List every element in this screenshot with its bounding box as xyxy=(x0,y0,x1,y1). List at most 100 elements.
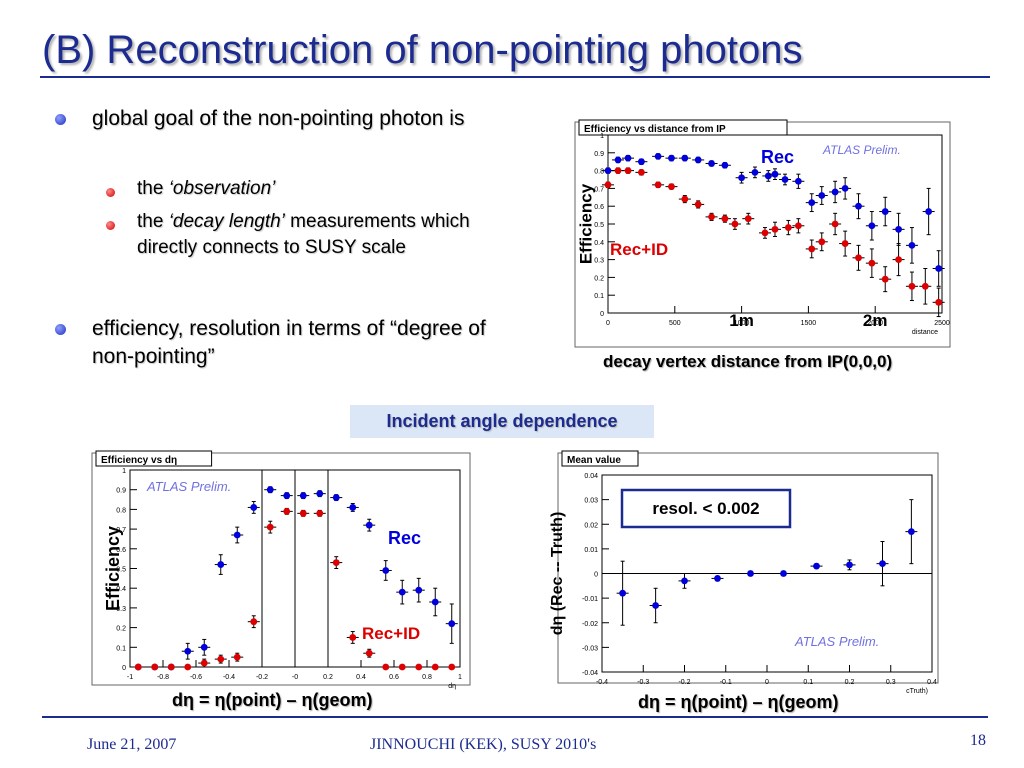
x-tick-label: -0.2 xyxy=(678,679,690,686)
y-tick-label: -0.04 xyxy=(582,670,598,677)
sub-bullet-2-suffix: measurements which directly connects to … xyxy=(137,211,470,258)
annotation-recid: Rec+ID xyxy=(610,240,668,259)
page-number: 18 xyxy=(970,732,986,749)
y-tick-label: 0.01 xyxy=(584,547,598,554)
y-axis-label: Efficiency xyxy=(103,526,123,611)
data-point-rec-id xyxy=(638,168,645,176)
data-point-rec-id xyxy=(668,183,675,191)
footer-date: June 21, 2007 xyxy=(87,736,177,753)
x-tick-label: -0.1 xyxy=(720,679,732,686)
data-point-rec xyxy=(781,176,789,183)
caption-deta-right: dη = η(point) – η(geom) xyxy=(638,692,839,712)
chart-mean-value: Mean value -0.04 -0.03 -0.02 -0.01 0 0.01 0.02 0… xyxy=(549,450,939,695)
data-point-series xyxy=(780,570,787,577)
annotation-prelim: ATLAS Prelim. xyxy=(822,143,901,157)
y-tick-label: 0.5 xyxy=(594,222,604,229)
x-tick-label: 2000 xyxy=(867,320,883,327)
data-point-rec xyxy=(415,586,423,594)
data-point-series xyxy=(747,570,754,577)
data-point-rec-id xyxy=(895,256,902,263)
x-tick-label: -0.4 xyxy=(223,674,235,681)
x-tick-label: 0.1 xyxy=(803,679,813,686)
data-point-rec xyxy=(604,167,612,174)
data-point-rec-id xyxy=(184,663,192,671)
data-point-rec-id xyxy=(831,220,839,228)
data-point-rec xyxy=(200,643,208,651)
y-tick-label: 0.3 xyxy=(594,258,604,265)
annotation-rec: Rec xyxy=(761,147,794,167)
x-tick-label: 0.6 xyxy=(389,674,399,681)
chart-title: Mean value xyxy=(567,455,621,466)
annotation-m2: 2m xyxy=(863,311,888,330)
x-tick-label: -0.4 xyxy=(596,679,608,686)
y-tick-label: 0.9 xyxy=(116,488,126,495)
slide-title: (B) Reconstruction of non-pointing photo… xyxy=(42,28,803,72)
data-point-rec-id xyxy=(881,275,889,283)
data-point-rec-id xyxy=(431,663,439,671)
bullet-dot-2 xyxy=(55,324,66,335)
data-point-rec-id xyxy=(365,649,373,657)
x-tick-label: 0.4 xyxy=(927,679,937,686)
x-tick-label: -0.6 xyxy=(190,674,202,681)
data-point-series xyxy=(681,577,688,585)
bullet-1: global goal of the non-pointing photon i… xyxy=(92,107,465,130)
data-point-series xyxy=(813,562,820,570)
data-point-rec xyxy=(398,588,406,596)
data-point-rec-id xyxy=(721,215,729,223)
x-tick-label: 500 xyxy=(669,320,681,327)
data-point-rec-id xyxy=(708,213,715,221)
y-tick-label: 0.5 xyxy=(116,567,126,574)
y-tick-label: 0.4 xyxy=(594,240,604,247)
data-point-rec xyxy=(332,494,340,501)
x-tick-label: 0.2 xyxy=(323,674,333,681)
data-point-rec xyxy=(448,620,456,628)
x-tick-label: 1 xyxy=(458,674,462,681)
data-point-rec xyxy=(764,172,772,180)
data-point-rec-id xyxy=(134,663,142,671)
sub-bullet-dot-2 xyxy=(106,221,115,230)
y-tick-label: 0.1 xyxy=(116,645,126,652)
data-point-rec xyxy=(738,174,745,182)
data-point-series xyxy=(619,589,627,597)
data-point-rec xyxy=(881,208,889,215)
x-tick-label: -0.3 xyxy=(637,679,649,686)
caption-decay-vertex: decay vertex distance from IP(0,0,0) xyxy=(603,352,893,371)
data-point-rec xyxy=(794,177,802,185)
data-point-rec xyxy=(668,154,675,162)
incident-angle-badge: Incident angle dependence xyxy=(350,405,654,438)
data-point-rec-id xyxy=(731,220,739,228)
annotation-rec: Rec xyxy=(388,528,421,548)
x-axis-label: dη xyxy=(448,683,456,690)
data-point-rec-id xyxy=(349,634,357,641)
bullet-2: efficiency, resolution in terms of “degr… xyxy=(92,317,486,368)
data-point-rec xyxy=(908,241,916,249)
data-point-rec xyxy=(681,154,689,162)
data-point-rec xyxy=(654,152,662,160)
data-point-rec xyxy=(925,208,933,215)
annotation-recid: Rec+ID xyxy=(362,624,420,643)
y-tick-label: 0.3 xyxy=(116,606,126,613)
data-point-rec xyxy=(721,161,729,169)
footer-rule xyxy=(42,716,988,718)
data-point-rec xyxy=(895,225,902,233)
data-point-rec-id xyxy=(151,663,159,671)
y-tick-label: -0.02 xyxy=(582,621,598,628)
data-point-rec-id xyxy=(744,215,752,223)
data-point-rec-id xyxy=(266,523,274,531)
y-tick-label: 0 xyxy=(600,311,604,318)
data-point-rec-id xyxy=(624,167,632,174)
data-point-rec-id xyxy=(217,655,225,663)
data-point-rec-id xyxy=(694,201,702,208)
data-point-rec xyxy=(624,154,632,162)
chart-title: Efficiency vs dη xyxy=(101,455,177,466)
x-tick-label: 0.4 xyxy=(356,674,366,681)
y-tick-label: -0.01 xyxy=(582,596,598,603)
y-tick-label: 1 xyxy=(600,133,604,140)
bullet-dot-1 xyxy=(55,114,66,125)
caption-deta-left: dη = η(point) – η(geom) xyxy=(172,690,373,710)
chart-title-box: Mean value xyxy=(561,450,639,467)
data-point-rec xyxy=(614,156,622,164)
y-tick-label: 0 xyxy=(594,572,598,579)
chart-efficiency-vs-distance: Efficiency vs distance from IP 0 0.1 0.2 0.3… xyxy=(574,119,951,348)
y-tick-label: 0.04 xyxy=(584,473,598,480)
